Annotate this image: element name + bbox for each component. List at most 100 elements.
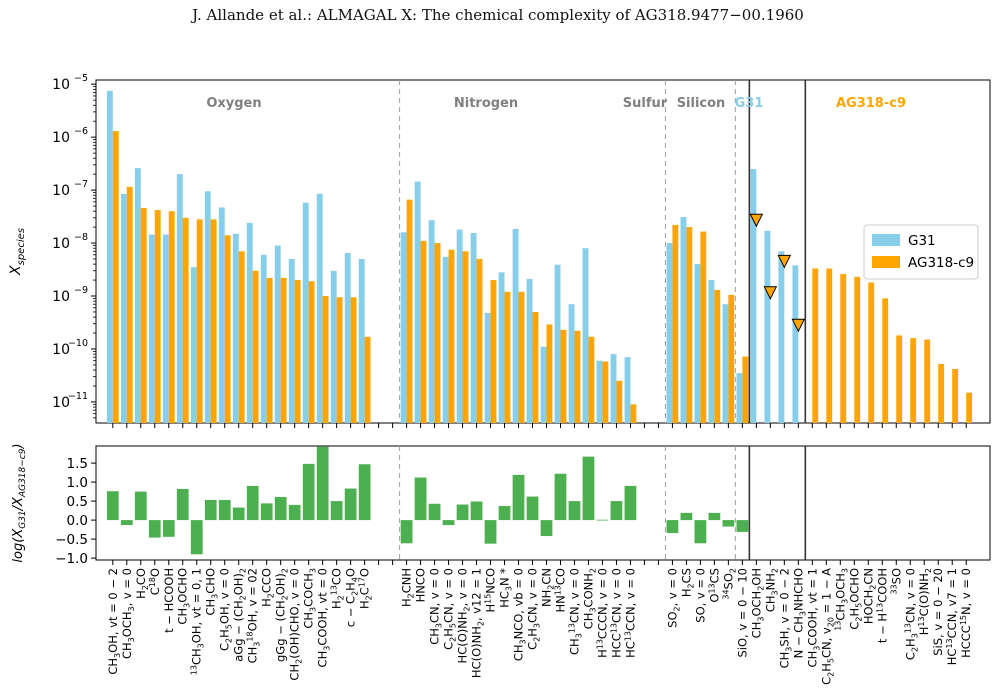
bar-ag318 [728,294,735,423]
molecule-label: CH3COCH3 [302,568,318,629]
bar-ag318 [602,361,609,423]
bar-ag318 [882,298,889,423]
ratio-bar [344,488,357,521]
y-tick-label: −1.0 [55,551,88,567]
molecule-label: H2CNH [400,568,416,607]
legend: G31 AG318-c9 [863,224,979,280]
bar-ag318 [252,270,259,423]
bar-g31 [540,346,547,423]
bar-g31 [526,278,533,423]
molecule-label: t − H13COOH [875,568,889,643]
bar-ag318 [434,243,441,423]
y-tick-label-exponent: −7 [74,179,88,190]
y-tick-label-exponent: −8 [74,232,88,243]
bar-g31 [330,270,337,423]
group-label-nitrogen: Nitrogen [454,96,518,111]
bar-g31 [358,259,365,423]
y-tick-label-base: 10 [52,183,70,199]
molecule-label: H213CO [330,568,346,609]
molecule-label: CH3COOH, vt = 0 [316,568,332,667]
bar-g31 [498,272,505,423]
ratio-bar [722,520,735,527]
molecule-label: O13CS [707,568,721,603]
bar-ag318 [630,404,637,423]
molecule-label: SO2, v = 0 [665,568,681,628]
molecule-label: HOCH2CN [861,568,877,624]
y-tick-label: 1.5 [67,456,88,472]
bar-ag318 [168,211,175,423]
bar-ag318 [490,280,497,423]
molecule-label: t − HCOOH [162,568,176,633]
bar-g31 [176,174,183,423]
molecule-label: 34SO2 [721,568,737,600]
bar-g31 [120,193,127,423]
molecule-label: gGg − (CH2OH)2 [274,568,290,662]
ratio-bar [666,520,679,534]
ratio-axis-label: log(XG31/XAG318−c9) [11,443,28,562]
bar-ag318 [462,251,469,423]
bar-g31 [302,202,309,423]
bar-g31 [442,256,449,423]
bar-ag318 [322,296,329,423]
bar-ag318 [308,281,315,423]
bar-ag318 [616,380,623,423]
molecule-label: NH2CN [539,568,555,607]
molecule-label: HN13CO [553,568,567,613]
upper-limit-marker [791,318,806,333]
bar-g31 [708,280,715,423]
bar-ag318 [364,336,371,423]
group-label-ag318-c9: AG318-c9 [836,96,906,111]
molecule-label: C18O [148,568,162,595]
ratio-bar [540,520,553,537]
molecule-label: 33SO [889,568,903,595]
y-tick-label: 0.0 [67,513,88,529]
bar-ag318 [476,259,483,423]
bar-g31 [456,229,463,423]
ratio-bar [428,503,441,521]
bar-g31 [554,264,561,423]
bar-ag318 [406,199,413,423]
bar-g31 [106,90,113,424]
ratio-bar [218,499,231,521]
y-tick-label-base: 10 [52,342,70,358]
bar-g31 [666,243,673,423]
bar-g31 [316,193,323,423]
molecule-label: C2H313CN, v = 0 [903,568,919,660]
bar-g31 [512,228,519,423]
ratio-bar [106,491,119,521]
bar-g31 [414,181,421,423]
bar-ag318 [266,277,273,423]
bar-ag318 [812,268,819,423]
ratio-panel: −1.0 −0.5 0.0 0.5 1.0 1.5 log(XG31/XAG318−c9) [11,443,991,567]
bar-ag318 [700,231,707,423]
molecule-label: CH3CHO [204,568,220,616]
bar-g31 [134,168,141,423]
bar-ag318 [924,339,931,423]
group-label-sulfur: Sulfur [623,96,668,111]
group-label-g31: G31 [735,96,764,111]
bar-g31 [274,245,281,423]
bar-g31 [680,217,687,423]
molecule-label: HC(O)NH2, v12 = 1 [470,568,486,678]
ratio-bar [554,473,567,521]
y-tick-label-exponent: −11 [68,391,88,402]
bar-ag318 [868,282,875,423]
bar-ag318 [966,392,973,423]
ratio-bar [246,485,259,521]
bar-ag318 [126,186,133,423]
molecule-label: 13CH3OCH3 [833,568,849,631]
ratio-bar [302,463,315,521]
bar-g31 [162,234,169,423]
ratio-bar [708,512,721,521]
y-tick-label-base: 10 [52,77,70,93]
group-label-oxygen: Oxygen [206,96,261,111]
y-tick-label-base: 10 [52,289,70,305]
molecule-label: CH3COOH, vt = 1 [805,568,821,667]
bar-ag318 [336,297,343,423]
bar-ag318 [742,356,749,423]
ratio-bar [204,499,217,521]
molecule-label: C2H3CN, v = 0 [526,568,542,650]
ratio-bar [526,496,539,521]
page-header: J. Allande et al.: ALMAGAL X: The chemic… [192,6,804,24]
